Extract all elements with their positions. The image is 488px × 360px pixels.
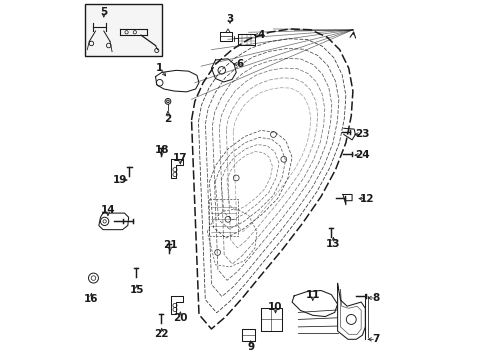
Text: 8: 8 bbox=[372, 293, 379, 303]
Text: 22: 22 bbox=[154, 329, 169, 339]
Text: 13: 13 bbox=[325, 239, 340, 249]
Text: 20: 20 bbox=[173, 313, 187, 323]
Text: 6: 6 bbox=[236, 59, 244, 69]
Bar bbox=[85, 4, 162, 56]
Text: 2: 2 bbox=[164, 114, 171, 124]
Text: 23: 23 bbox=[354, 130, 369, 139]
Text: 24: 24 bbox=[354, 150, 369, 160]
Text: 1: 1 bbox=[156, 63, 163, 73]
Text: 14: 14 bbox=[101, 205, 115, 215]
Text: 9: 9 bbox=[246, 342, 254, 352]
Text: 15: 15 bbox=[129, 285, 144, 296]
Text: 17: 17 bbox=[173, 153, 187, 163]
Text: 10: 10 bbox=[268, 302, 282, 312]
Text: 5: 5 bbox=[100, 6, 107, 17]
Text: 19: 19 bbox=[113, 175, 127, 185]
Text: 21: 21 bbox=[163, 240, 177, 250]
Text: 3: 3 bbox=[226, 14, 233, 24]
Text: 4: 4 bbox=[257, 30, 264, 40]
Text: 18: 18 bbox=[154, 145, 169, 155]
Text: 12: 12 bbox=[359, 194, 373, 204]
Text: 16: 16 bbox=[84, 294, 99, 304]
Text: 11: 11 bbox=[305, 290, 319, 300]
Text: 7: 7 bbox=[372, 334, 379, 344]
